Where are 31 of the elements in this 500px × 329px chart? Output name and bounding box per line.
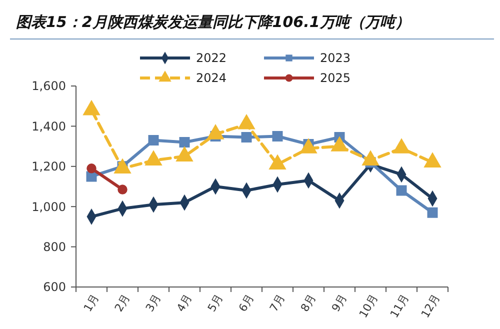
legend-label: 2022 <box>196 51 227 66</box>
x-tick-label: 11月 <box>388 292 412 320</box>
legend-label: 2023 <box>320 51 351 66</box>
x-tick-label: 4月 <box>174 292 194 314</box>
point <box>179 137 190 148</box>
point <box>427 207 438 218</box>
point <box>272 131 283 142</box>
point <box>241 132 252 142</box>
point <box>118 184 128 194</box>
x-tick-label: 5月 <box>205 292 226 314</box>
x-tick-label: 1月 <box>81 292 102 314</box>
point <box>396 185 407 196</box>
legend-label: 2024 <box>196 71 227 86</box>
point <box>86 164 96 174</box>
point <box>148 135 159 146</box>
legend-label: 2025 <box>320 71 351 86</box>
x-tick-label: 2月 <box>112 292 132 314</box>
y-tick-label: 1,200 <box>32 160 66 174</box>
x-tick-label: 12月 <box>418 292 442 320</box>
y-tick-label: 600 <box>43 280 66 294</box>
x-tick-label: 7月 <box>267 292 288 314</box>
x-tick-label: 6月 <box>236 292 256 314</box>
x-tick-label: 8月 <box>298 292 318 314</box>
y-tick-label: 800 <box>43 240 66 254</box>
y-tick-label: 1,600 <box>32 79 66 94</box>
y-tick-label: 1,400 <box>32 119 66 134</box>
y-tick-label: 1,000 <box>32 200 66 214</box>
x-tick-label: 9月 <box>329 292 350 314</box>
chart-title: 图表15：2月陕西煤炭发运量同比下降106.1万吨（万吨） <box>16 13 410 31</box>
x-tick-label: 10月 <box>356 292 380 320</box>
x-tick-label: 3月 <box>143 292 164 314</box>
